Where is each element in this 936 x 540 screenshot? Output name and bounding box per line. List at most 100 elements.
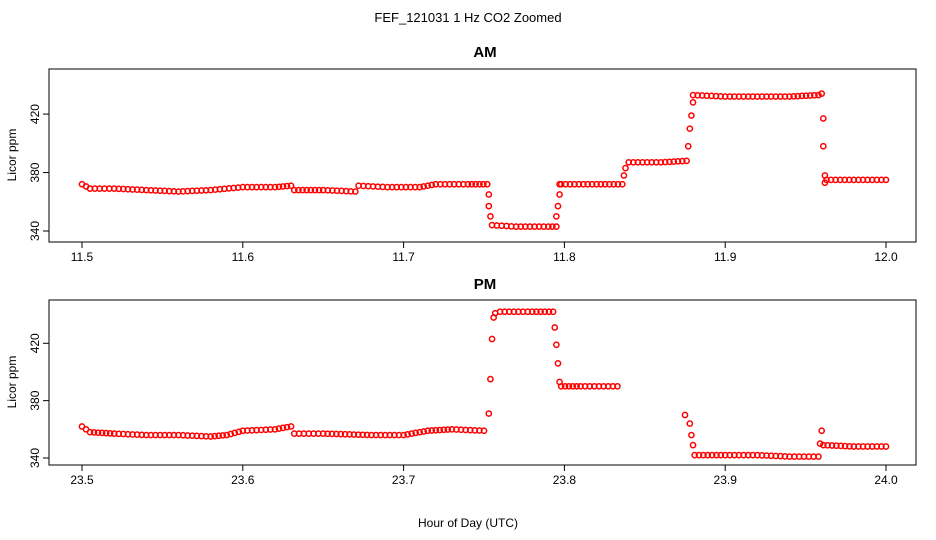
chart-am-point (790, 92, 798, 100)
chart-pm-point (545, 308, 553, 316)
figure-xlabel: Hour of Day (UTC) (418, 516, 518, 530)
chart-am-point (584, 180, 592, 188)
chart-am-x-tick-label: 11.9 (714, 250, 737, 264)
chart-pm-point (700, 451, 707, 459)
chart-am-point (283, 182, 291, 190)
chart-pm-point (436, 426, 444, 434)
chart-am-point (575, 180, 583, 188)
chart-am-x-ticks: 11.5 11.6 11.7 11.8 11.9 12.0 (71, 242, 898, 264)
chart-am-point (802, 92, 810, 100)
chart-pm-point (359, 431, 367, 439)
chart-am-point (275, 183, 283, 191)
chart-am-point (553, 213, 560, 220)
chart-am-point (688, 112, 695, 119)
chart-pm-point (704, 451, 712, 459)
chart-am-point (424, 182, 432, 190)
chart-pm-point (569, 382, 577, 390)
chart-am-point (606, 180, 613, 188)
chart-am-point (571, 180, 578, 188)
chart-pm-title: PM (474, 276, 497, 293)
chart-pm-point (102, 429, 110, 437)
chart-pm-point (818, 427, 826, 435)
chart-pm-point (106, 430, 114, 437)
chart-pm-point (815, 453, 822, 460)
chart-am-point (683, 157, 690, 165)
chart-am-point (810, 91, 818, 99)
chart-am-point (678, 157, 686, 165)
chart-am-point (610, 180, 618, 188)
chart-am-point (307, 186, 315, 194)
chart-am-point (579, 180, 587, 188)
chart-am-point (806, 92, 814, 99)
chart-am-point (271, 183, 279, 191)
chart-pm-point (287, 423, 295, 430)
chart-pm-point (487, 375, 494, 383)
chart-pm-point (691, 451, 699, 459)
chart-pm-point (444, 426, 452, 433)
chart-am-point (815, 91, 822, 99)
chart-pm-x-tick-label: 23.6 (231, 473, 255, 487)
chart-pm-point (328, 430, 336, 438)
chart-pm-point (215, 432, 223, 440)
chart-pm-point (408, 430, 415, 437)
chart-am-point (476, 180, 483, 188)
chart-pm-point (816, 440, 824, 448)
chart-pm-point (528, 308, 536, 316)
chart-pm-y-ticks: 340 380 420 (28, 333, 49, 468)
chart-am-point (622, 164, 629, 172)
chart-pm-point (420, 428, 428, 435)
chart-am-point (485, 202, 493, 210)
chart-pm-point (324, 430, 331, 438)
chart-pm-point (207, 433, 214, 440)
chart-am-point (279, 183, 287, 190)
chart-am-point (618, 180, 626, 188)
chart-pm-point (565, 382, 573, 390)
chart-pm-point (223, 431, 231, 439)
chart-pm-x-tick-label: 23.8 (553, 473, 577, 487)
chart-am-point (554, 202, 562, 210)
chart-am-ylabel: Licor ppm (5, 129, 19, 182)
chart-am-point (485, 191, 493, 198)
chart-pm-point (341, 430, 349, 438)
chart-am-point (548, 223, 556, 230)
chart-pm-point (837, 442, 845, 450)
chart-am-point (352, 188, 359, 195)
chart-am-point (786, 93, 793, 100)
chart-am-point (882, 176, 890, 184)
chart-pm-y-tick-label: 380 (28, 390, 42, 410)
chart-am-x-tick-label: 11.5 (71, 250, 94, 264)
chart-pm-x-tick-label: 23.5 (70, 473, 94, 487)
chart-am-x-tick-label: 11.7 (392, 250, 415, 264)
chart-pm-point (695, 451, 703, 459)
chart-am-point (553, 223, 560, 230)
chart-am-point (287, 182, 295, 190)
chart-pm-point (219, 432, 227, 439)
chart-am-point (620, 172, 628, 179)
chart-pm-point (412, 429, 420, 437)
chart-pm-point (235, 428, 243, 436)
chart-pm-point (846, 442, 853, 450)
chart-am-point (472, 180, 479, 188)
chart-pm: PM Licor ppm 23.5 23.6 23.7 23.8 23.9 24.0 34… (5, 276, 917, 487)
chart-am-point (290, 186, 298, 194)
chart-am-x-tick-label: 11.8 (553, 250, 576, 264)
chart-pm-point (319, 430, 327, 437)
chart-am-y-ticks: 340 380 420 (28, 104, 49, 241)
chart-pm-point (432, 426, 440, 434)
chart-am-point (299, 186, 306, 194)
chart-pm-point (689, 441, 697, 449)
chart-am-point (588, 180, 596, 188)
chart-pm-x-ticks: 23.5 23.6 23.7 23.8 23.9 24.0 (70, 465, 898, 487)
chart-am-y-tick-label: 340 (28, 221, 42, 241)
chart-pm-point (708, 451, 716, 459)
chart-pm-point (557, 382, 565, 390)
chart-pm-point (824, 441, 832, 449)
chart-pm-point (488, 335, 496, 343)
chart-am-point (597, 180, 605, 188)
chart-am-point (428, 181, 436, 189)
chart-am-point (295, 186, 302, 194)
chart-am-point (593, 180, 600, 188)
chart-am-point (480, 180, 487, 188)
chart-am-point (311, 186, 319, 194)
